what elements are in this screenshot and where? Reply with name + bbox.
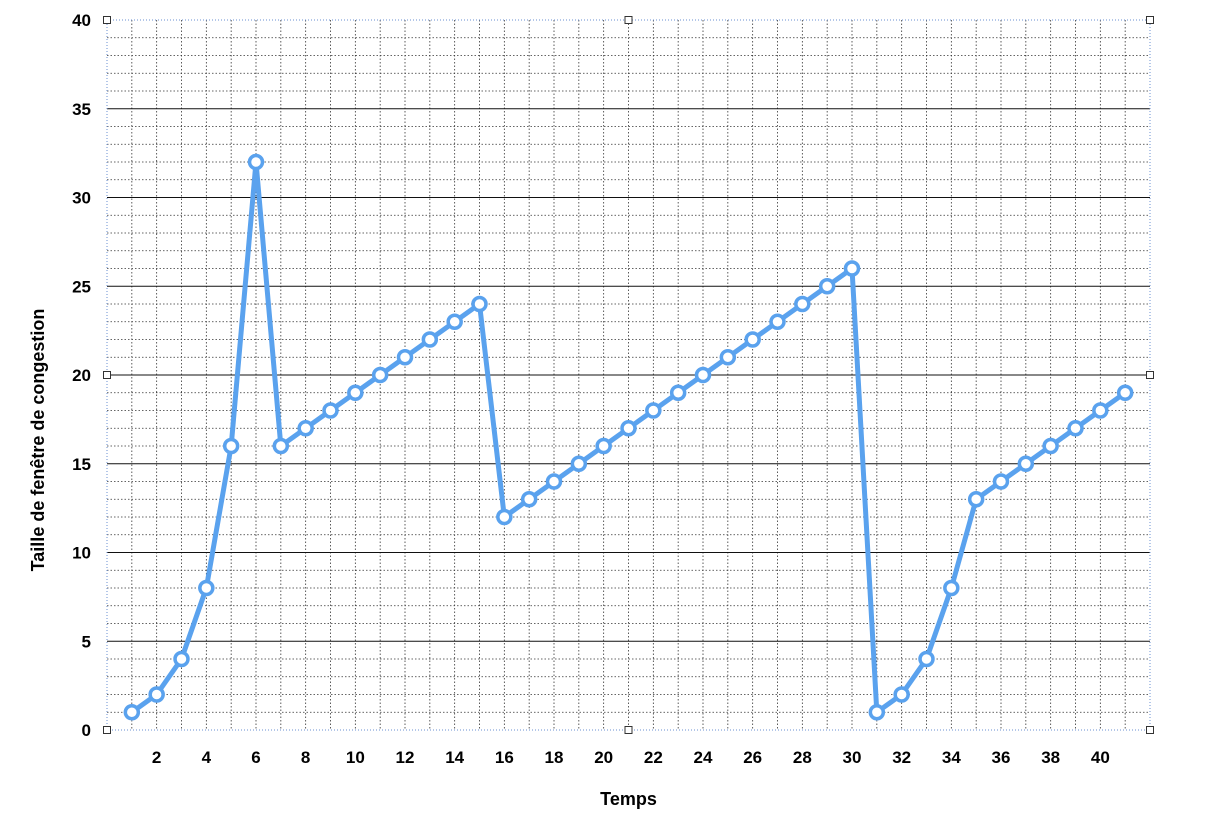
data-point [520, 491, 538, 508]
y-tick-label: 40 [72, 11, 91, 30]
data-point [794, 295, 811, 313]
data-point [818, 278, 836, 295]
data-point [992, 473, 1010, 490]
y-tick-label: 5 [82, 632, 91, 651]
x-tick-label: 2 [152, 748, 161, 767]
x-tick-label: 24 [694, 748, 713, 767]
data-point [918, 650, 935, 668]
data-point [868, 704, 886, 721]
x-axis-tick-labels: 2 4 6 8 10 12 14 16 18 20 22 24 26 28 30 32 34 36 38 40 [152, 748, 1110, 767]
x-tick-label: 6 [251, 748, 260, 767]
x-tick-label: 8 [301, 748, 310, 767]
data-point [893, 686, 910, 703]
x-axis-title: Temps [600, 789, 657, 809]
data-point [1067, 420, 1084, 437]
resize-handle[interactable] [1146, 371, 1154, 379]
data-point [669, 384, 687, 401]
resize-handle[interactable] [624, 16, 633, 24]
data-point [471, 295, 488, 313]
y-tick-label: 35 [72, 100, 91, 119]
data-point [595, 437, 612, 455]
x-tick-label: 12 [396, 748, 415, 767]
y-tick-label: 20 [72, 366, 91, 385]
y-axis-tick-labels: 0 5 10 15 20 25 30 35 40 [72, 11, 91, 740]
data-point [446, 313, 463, 330]
series-layer [123, 153, 1134, 721]
data-point [322, 402, 339, 419]
data-point [943, 579, 960, 597]
data-point [620, 420, 637, 437]
x-tick-label: 10 [346, 748, 365, 767]
data-point [297, 420, 314, 437]
data-point [694, 366, 712, 384]
x-tick-label: 36 [992, 748, 1011, 767]
data-point [1116, 384, 1134, 401]
data-point [496, 508, 513, 526]
x-tick-label: 4 [202, 748, 212, 767]
data-point [719, 349, 737, 366]
data-point [123, 704, 141, 721]
resize-handle[interactable] [1146, 726, 1154, 734]
y-tick-label: 10 [72, 544, 91, 563]
y-tick-label: 15 [72, 455, 91, 474]
data-point [173, 650, 190, 668]
resize-handle[interactable] [624, 726, 633, 734]
data-point [272, 437, 290, 455]
x-tick-label: 30 [843, 748, 862, 767]
x-tick-label: 38 [1041, 748, 1060, 767]
data-point [570, 455, 588, 472]
data-point [1017, 455, 1035, 472]
y-tick-label: 30 [72, 189, 91, 208]
data-point [198, 579, 215, 597]
x-tick-label: 40 [1091, 748, 1110, 767]
x-tick-label: 14 [445, 748, 464, 767]
data-point [1042, 437, 1059, 455]
grid-minor-lines [107, 20, 1150, 730]
data-point [744, 331, 761, 348]
x-tick-label: 26 [743, 748, 762, 767]
data-point [222, 437, 240, 455]
data-point [347, 384, 364, 401]
data-point [247, 153, 265, 171]
x-tick-label: 34 [942, 748, 961, 767]
data-point [396, 349, 414, 366]
x-tick-label: 28 [793, 748, 812, 767]
resize-handle[interactable] [1146, 16, 1154, 24]
x-tick-label: 22 [644, 748, 663, 767]
y-tick-label: 25 [72, 277, 91, 296]
resize-handle[interactable] [103, 371, 111, 379]
y-axis-title: Taille de fenêtre de congestion [28, 309, 48, 572]
data-point [545, 473, 563, 490]
y-tick-label: 0 [82, 721, 91, 740]
resize-handle[interactable] [103, 16, 111, 24]
data-point [645, 402, 662, 419]
data-point [769, 313, 786, 330]
x-tick-label: 32 [892, 748, 911, 767]
selection-handles[interactable] [103, 16, 1154, 734]
x-tick-label: 18 [545, 748, 564, 767]
x-tick-label: 20 [594, 748, 613, 767]
data-point [421, 331, 439, 348]
data-point [1092, 402, 1109, 419]
data-point [148, 686, 165, 703]
x-tick-label: 16 [495, 748, 514, 767]
resize-handle[interactable] [103, 726, 111, 734]
grid-major-lines [107, 108, 1150, 642]
data-point [967, 491, 985, 508]
data-point [371, 366, 389, 384]
data-point [843, 260, 861, 277]
